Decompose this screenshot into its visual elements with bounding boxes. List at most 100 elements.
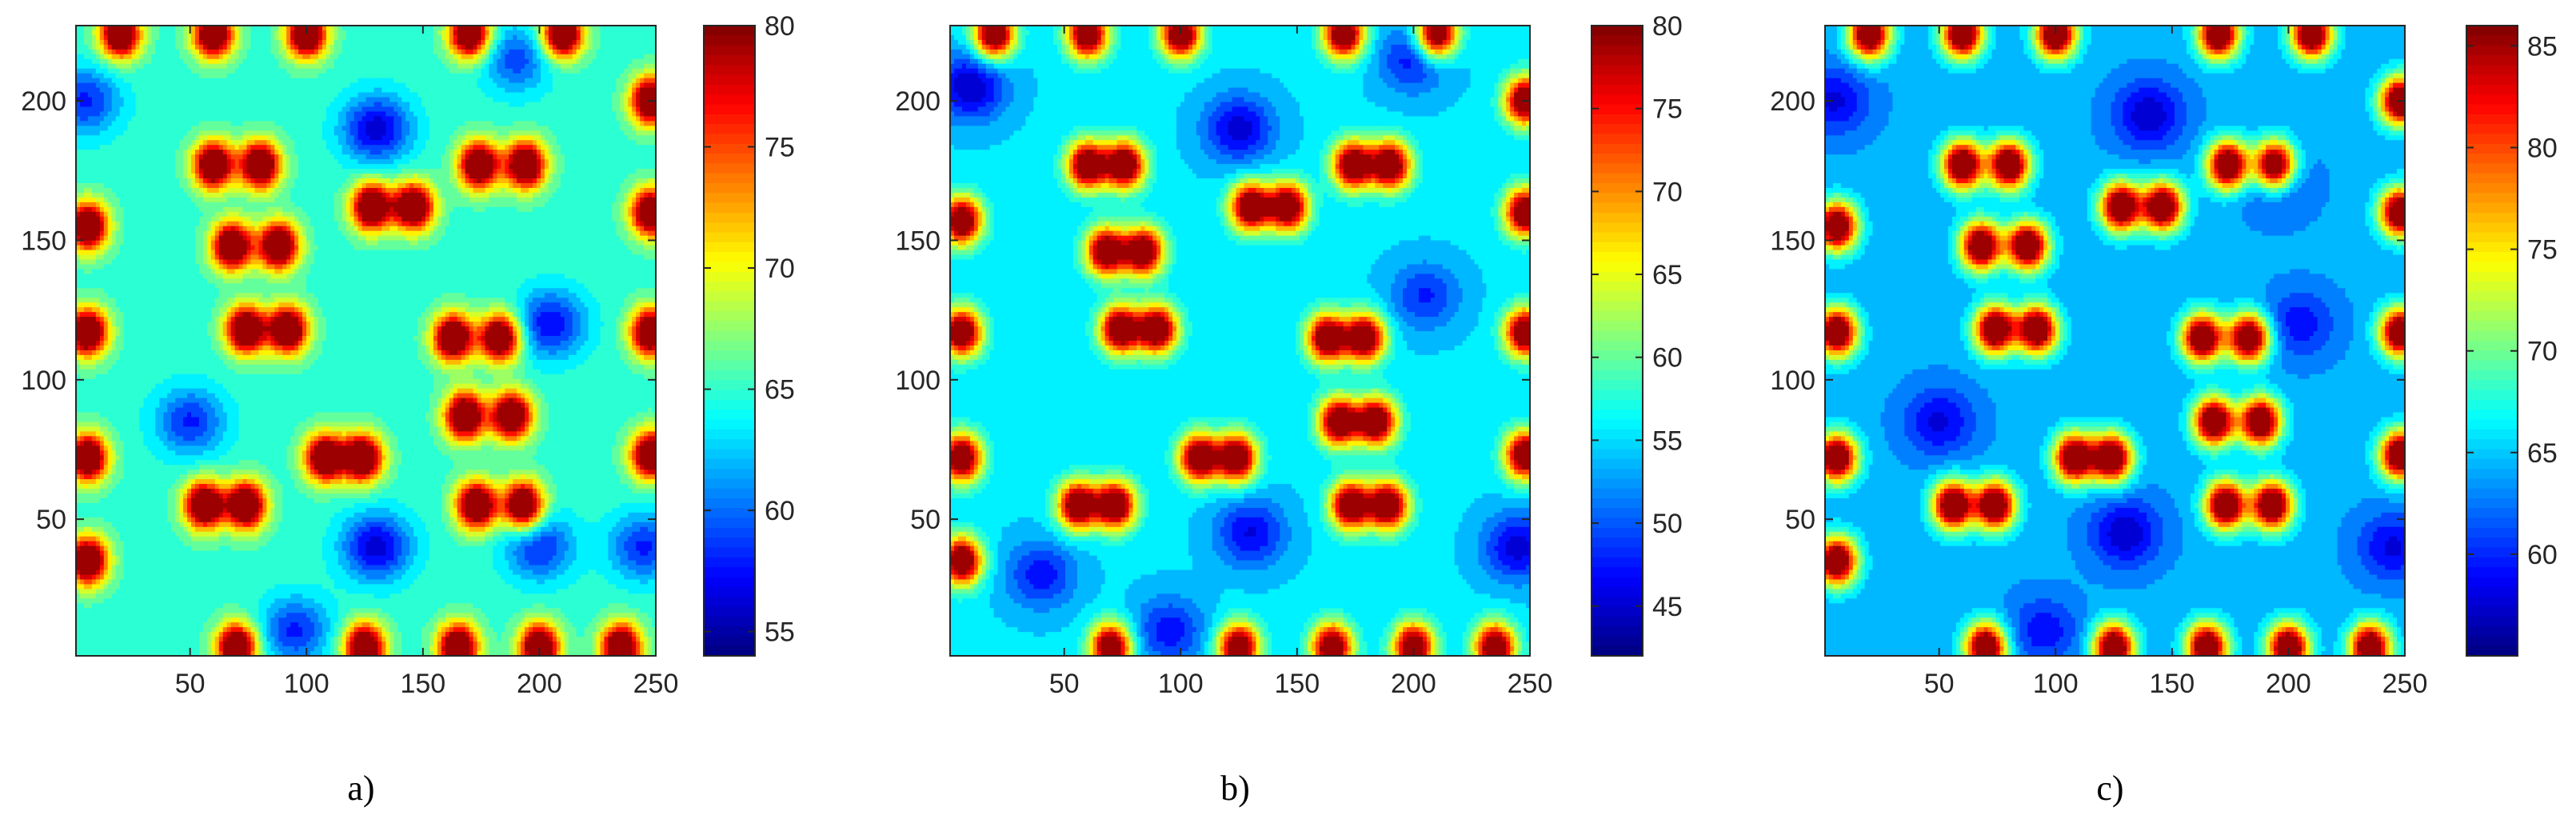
heatmap-cell <box>537 93 541 98</box>
heatmap-cell <box>449 116 454 122</box>
heatmap-cell <box>529 78 533 84</box>
heatmap-cell <box>104 150 109 155</box>
heatmap-cell <box>104 178 109 184</box>
heatmap-cell <box>346 78 351 84</box>
heatmap-cell <box>541 106 545 112</box>
heatmap-cell <box>437 183 442 189</box>
heatmap-cell <box>155 116 160 122</box>
heatmap-cell <box>318 40 323 46</box>
heatmap-cell <box>366 130 371 136</box>
heatmap-cell <box>207 164 212 170</box>
heatmap-cell <box>175 145 180 150</box>
heatmap-cell <box>636 150 641 155</box>
heatmap-cell <box>417 78 422 84</box>
heatmap-cell <box>227 130 232 136</box>
heatmap-cell <box>116 83 121 89</box>
heatmap-cell <box>298 64 303 70</box>
heatmap-cell <box>553 150 557 155</box>
heatmap-cell <box>116 35 121 41</box>
heatmap-cell <box>330 178 335 184</box>
heatmap-cell <box>159 64 164 70</box>
heatmap-cell <box>179 145 184 150</box>
heatmap-cell <box>437 26 442 31</box>
heatmap-cell <box>147 83 152 89</box>
heatmap-cell <box>167 26 172 31</box>
heatmap-cell <box>632 154 637 160</box>
heatmap-cell <box>401 69 406 74</box>
heatmap-cell <box>465 169 470 174</box>
heatmap-cell <box>163 164 168 170</box>
heatmap-cell <box>461 111 466 117</box>
heatmap-cell <box>223 140 228 146</box>
heatmap-cell <box>421 45 426 50</box>
heatmap-cell <box>203 45 208 50</box>
heatmap-cell <box>373 54 378 60</box>
heatmap-cell <box>346 102 351 108</box>
heatmap-cell <box>485 74 489 79</box>
heatmap-cell <box>545 130 549 136</box>
heatmap-cell <box>171 154 176 160</box>
heatmap-cell <box>377 183 382 189</box>
heatmap-cell <box>616 150 621 155</box>
heatmap-cell <box>573 130 577 136</box>
heatmap-cell <box>132 169 137 174</box>
heatmap-cell <box>620 59 625 65</box>
heatmap-cell <box>517 83 521 89</box>
heatmap-cell <box>330 102 335 108</box>
heatmap-cell <box>191 174 196 179</box>
heatmap-cell <box>362 154 367 160</box>
heatmap-cell <box>417 64 422 70</box>
heatmap-cell <box>219 169 224 174</box>
heatmap-cell <box>211 169 216 174</box>
heatmap-cell <box>258 59 263 65</box>
heatmap-cell <box>632 59 637 65</box>
heatmap-cell <box>139 88 144 94</box>
heatmap-cell <box>132 178 137 184</box>
heatmap-cell <box>191 140 196 146</box>
heatmap-cell <box>92 169 97 174</box>
heatmap-cell <box>636 102 641 108</box>
heatmap-cell <box>425 178 430 184</box>
heatmap-cell <box>104 78 109 84</box>
heatmap-cell <box>517 64 521 70</box>
heatmap-cell <box>139 116 144 122</box>
heatmap-cell <box>533 54 537 60</box>
heatmap-cell <box>461 69 466 74</box>
heatmap-cell <box>247 30 252 36</box>
heatmap-cell <box>203 35 208 41</box>
heatmap-cell <box>92 83 97 89</box>
heatmap-cell <box>100 188 105 194</box>
heatmap-cell <box>128 183 133 189</box>
heatmap-cell <box>318 126 323 131</box>
heatmap-cell <box>183 98 188 103</box>
heatmap-cell <box>298 111 303 117</box>
heatmap-cell <box>207 140 212 146</box>
heatmap-cell <box>350 145 355 150</box>
heatmap-cell <box>286 64 291 70</box>
heatmap-cell <box>493 102 497 108</box>
heatmap-cell <box>314 164 319 170</box>
heatmap-cell <box>377 35 382 41</box>
heatmap-cell <box>346 178 351 184</box>
heatmap-cell <box>262 45 267 50</box>
heatmap-cell <box>525 159 529 165</box>
heatmap-cell <box>501 174 505 179</box>
heatmap-cell <box>211 150 216 155</box>
heatmap-cell <box>600 93 605 98</box>
heatmap-cell <box>132 145 137 150</box>
heatmap-cell <box>124 121 129 126</box>
heatmap-cell <box>163 150 168 155</box>
heatmap-cell <box>429 183 434 189</box>
heatmap-cell <box>338 130 343 136</box>
heatmap-cell <box>600 83 605 89</box>
heatmap-cell <box>557 111 561 117</box>
heatmap-cell <box>139 154 144 160</box>
heatmap-cell <box>585 145 589 150</box>
heatmap-cell <box>413 45 418 50</box>
heatmap-cell <box>397 106 402 112</box>
heatmap-cell <box>489 54 493 60</box>
heatmap-cell <box>258 26 263 31</box>
heatmap-cell <box>573 50 577 55</box>
heatmap-cell <box>155 45 160 50</box>
heatmap-cell <box>159 45 164 50</box>
